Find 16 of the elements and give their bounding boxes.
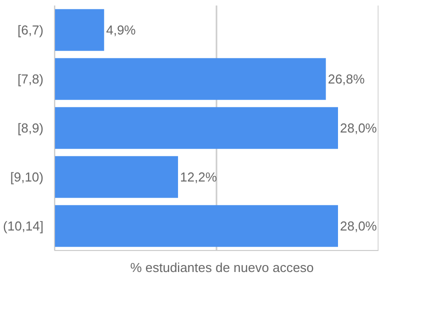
- data-label: 28,0%: [340, 120, 378, 136]
- data-label: 12,2%: [180, 170, 218, 184]
- data-label: 28,0%: [340, 218, 378, 234]
- data-label: 26,8%: [328, 72, 366, 86]
- bar: [54, 9, 104, 51]
- y-tick-label: [7,8): [17, 72, 44, 86]
- y-tick-label: [8,9): [17, 120, 44, 136]
- bar: [54, 156, 178, 198]
- y-tick-label: [9,10): [10, 170, 44, 184]
- y-tick-label: [6,7): [17, 22, 44, 38]
- data-label: 4,9%: [106, 22, 136, 38]
- bar: [54, 205, 338, 247]
- series-label: % estudiantes de nuevo acceso: [130, 260, 314, 275]
- bar: [54, 58, 326, 100]
- bar: [54, 107, 338, 149]
- y-tick-label: (10,14]: [3, 218, 44, 234]
